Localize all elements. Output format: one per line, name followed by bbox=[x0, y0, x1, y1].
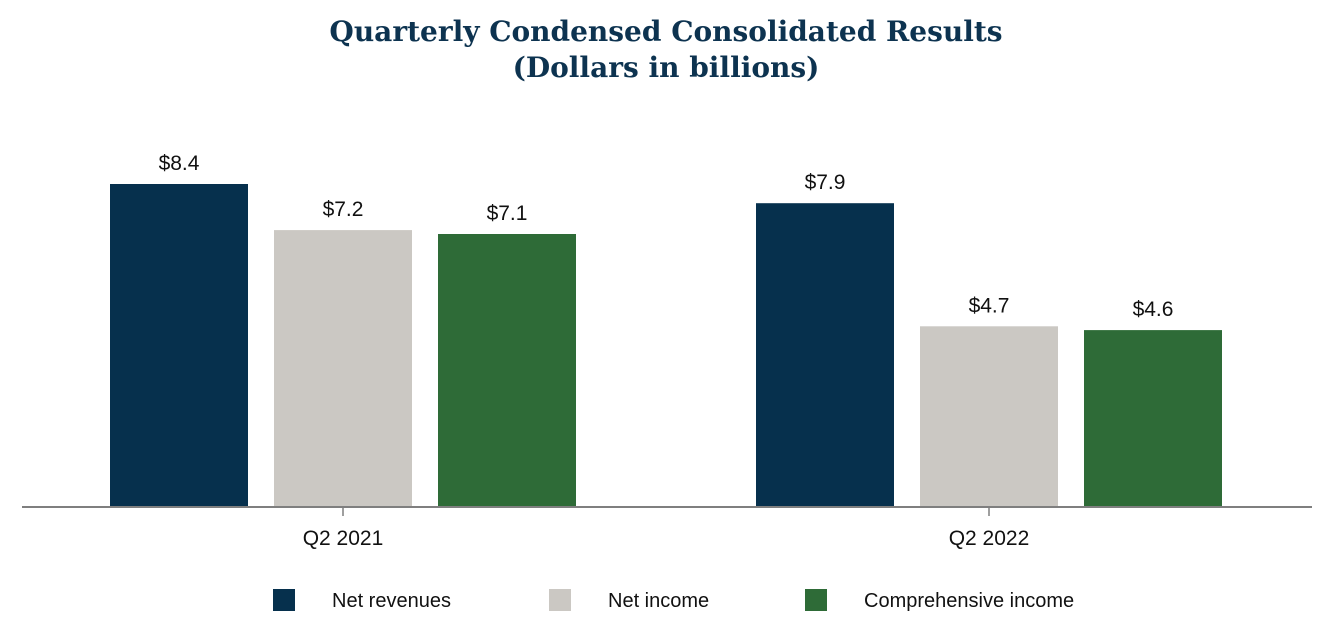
legend: Net revenues Net income Comprehensive inco… bbox=[273, 589, 1074, 612]
bar-net-revenues-q2-2022 bbox=[756, 203, 894, 507]
data-label: $7.9 bbox=[805, 171, 846, 194]
legend-label: Net revenues bbox=[332, 590, 451, 612]
bar-comprehensive-income-q2-2022 bbox=[1084, 330, 1222, 507]
x-tick-label: Q2 2022 bbox=[949, 527, 1030, 550]
data-label: $4.7 bbox=[969, 294, 1010, 317]
x-axis: Q2 2021 Q2 2022 bbox=[22, 506, 1312, 550]
legend-label: Net income bbox=[608, 590, 709, 612]
bar-net-income-q2-2022 bbox=[920, 326, 1058, 507]
chart-subtitle: (Dollars in billions) bbox=[512, 51, 820, 84]
bar-net-income-q2-2021 bbox=[274, 230, 412, 507]
data-labels-layer: $8.4 $7.2 $7.1 $7.9 $4.7 $4.6 bbox=[159, 152, 1174, 321]
chart-title: Quarterly Condensed Consolidated Results bbox=[329, 15, 1003, 48]
legend-label: Comprehensive income bbox=[864, 590, 1074, 612]
data-label: $8.4 bbox=[159, 152, 200, 175]
bar-net-revenues-q2-2021 bbox=[110, 184, 248, 507]
data-label: $7.2 bbox=[323, 198, 364, 221]
bar-comprehensive-income-q2-2021 bbox=[438, 234, 576, 507]
chart-title-block: Quarterly Condensed Consolidated Results… bbox=[0, 14, 1332, 86]
data-label: $7.1 bbox=[487, 202, 528, 225]
legend-swatch bbox=[273, 589, 295, 611]
legend-swatch bbox=[549, 589, 571, 611]
data-label: $4.6 bbox=[1133, 298, 1174, 321]
x-tick-label: Q2 2021 bbox=[303, 527, 384, 550]
legend-swatch bbox=[805, 589, 827, 611]
bars-layer bbox=[110, 184, 1222, 507]
